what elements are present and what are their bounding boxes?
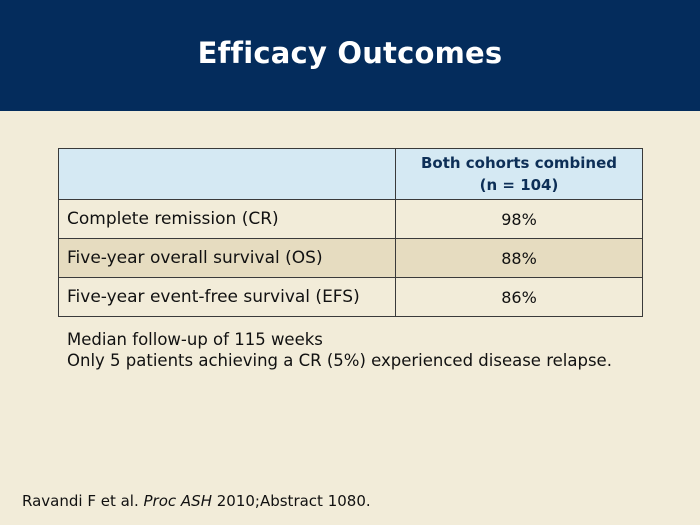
table-header-cohorts: Both cohorts combined (n = 104) (395, 148, 643, 200)
note-followup: Median follow-up of 115 weeks (67, 330, 323, 349)
efficacy-table: Both cohorts combined (n = 104) Complete… (58, 148, 643, 317)
row-value: 98% (395, 199, 643, 239)
citation: Ravandi F et al. Proc ASH 2010;Abstract … (22, 492, 371, 510)
row-label: Complete remission (CR) (58, 199, 396, 239)
citation-journal: Proc ASH (143, 492, 212, 510)
table-row: Five-year overall survival (OS) 88% (58, 238, 643, 278)
title-bar: Efficacy Outcomes (0, 0, 700, 111)
slide-title: Efficacy Outcomes (197, 36, 503, 70)
table-row: Complete remission (CR) 98% (58, 199, 643, 239)
citation-details: 2010;Abstract 1080. (211, 492, 371, 510)
row-label: Five-year event-free survival (EFS) (58, 277, 396, 317)
table-header-empty-cell (58, 148, 396, 200)
table-row: Five-year event-free survival (EFS) 86% (58, 277, 643, 317)
note-relapse: Only 5 patients achieving a CR (5%) expe… (67, 351, 612, 370)
row-label: Five-year overall survival (OS) (58, 238, 396, 278)
table-header-line1: Both cohorts combined (420, 154, 617, 172)
citation-authors: Ravandi F et al. (22, 492, 144, 510)
table-header-row: Both cohorts combined (n = 104) (58, 148, 643, 200)
row-value: 88% (395, 238, 643, 278)
row-value: 86% (395, 277, 643, 317)
notes-block: Median follow-up of 115 weeks Only 5 pat… (67, 329, 612, 371)
table-header-line2: (n = 104) (479, 176, 559, 194)
